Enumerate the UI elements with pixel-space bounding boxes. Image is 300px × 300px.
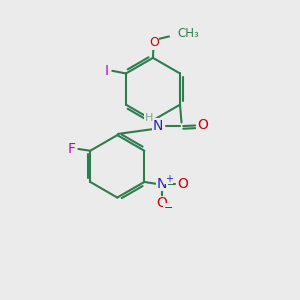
Text: O: O — [149, 36, 159, 49]
Text: CH₃: CH₃ — [177, 27, 199, 40]
Text: F: F — [68, 142, 76, 156]
Text: N: N — [157, 177, 167, 191]
Text: +: + — [165, 174, 173, 184]
Text: H: H — [145, 113, 153, 123]
Text: I: I — [105, 64, 109, 78]
Text: O: O — [177, 177, 188, 191]
Text: O: O — [197, 118, 208, 133]
Text: −: − — [164, 203, 173, 213]
Text: O: O — [157, 196, 168, 210]
Text: N: N — [152, 119, 163, 133]
